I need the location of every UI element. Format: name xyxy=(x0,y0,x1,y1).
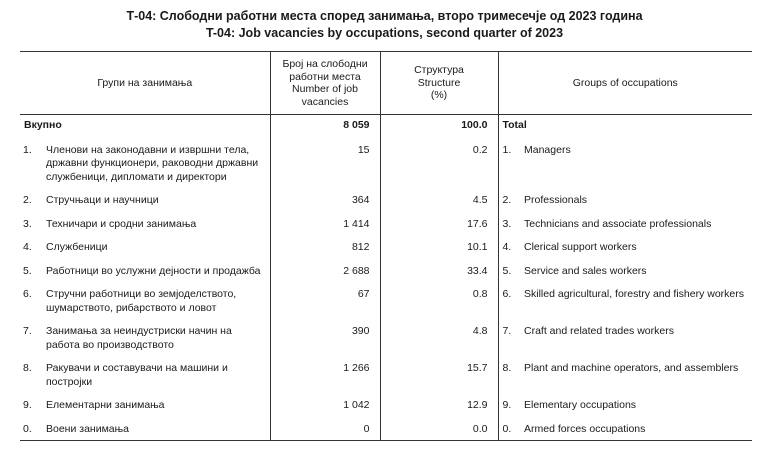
row-code-en: 6. xyxy=(502,288,512,300)
row-code: 6. xyxy=(23,288,32,300)
row-structure: 0.2 xyxy=(380,143,499,194)
row-code-en: 4. xyxy=(502,241,512,253)
row-code-en: 0. xyxy=(498,422,520,441)
row-code: 0. xyxy=(20,422,42,441)
header-structure-line: (%) xyxy=(430,89,448,102)
row-label-mk: Работници во услужни дејности и продажба xyxy=(46,264,261,277)
row-code-en: 1. xyxy=(502,143,512,156)
row-code-en: 8. xyxy=(502,362,512,374)
row-label-mk: Воени занимања xyxy=(42,422,270,441)
row-code-en: 7. xyxy=(502,325,512,337)
row-structure: 33.4 xyxy=(380,264,499,288)
row-label-en: Managers xyxy=(524,143,571,156)
row-code: 8. xyxy=(23,362,32,374)
table-row: 1. Членови на законодавни и извршни тела,… xyxy=(20,143,752,194)
row-number: 0 xyxy=(269,422,381,441)
row-label-en: Craft and related trades workers xyxy=(524,325,674,337)
row-code: 4. xyxy=(23,241,32,253)
table-row: 6. Стручни работници во земјоделството, ш… xyxy=(20,288,752,325)
row-code-en: 9. xyxy=(502,399,512,411)
row-code-en: 3. xyxy=(502,217,512,230)
table-header-row: Групи на занимања Број на слободни работ… xyxy=(20,51,752,115)
header-number-line: vacancies xyxy=(301,95,349,108)
row-label-en: Clerical support workers xyxy=(524,241,637,253)
row-code: 2. xyxy=(23,194,32,206)
title-block: Т-04: Слободни работни места според зани… xyxy=(0,8,769,42)
table-row: 0. Воени занимања 0 0.0 0. Armed forces occup… xyxy=(20,422,752,441)
row-label-en: Elementary occupations xyxy=(524,399,637,411)
row-number: 2 688 xyxy=(269,264,381,288)
table-body: Вкупно 8 059 100.0 Total 1. Членови на за… xyxy=(20,114,752,441)
row-label-en: Professionals xyxy=(524,194,588,206)
row-label-en: Service and sales workers xyxy=(524,264,647,277)
row-structure: 10.1 xyxy=(380,241,499,265)
row-label-en: Technicians and associate professionals xyxy=(524,217,712,230)
vacancies-table: Групи на занимања Број на слободни работ… xyxy=(20,51,752,441)
row-number: 812 xyxy=(269,241,381,265)
row-number: 390 xyxy=(269,325,381,362)
row-label-en: Skilled agricultural, forestry and fishe… xyxy=(524,288,744,300)
row-number: 364 xyxy=(269,194,381,218)
header-structure: Структура Structure (%) xyxy=(379,51,499,115)
total-number: 8 059 xyxy=(269,114,381,144)
row-code: 3. xyxy=(23,217,32,230)
row-number: 1 414 xyxy=(269,217,381,241)
row-structure: 0.0 xyxy=(380,422,499,441)
row-label-mk: Службеници xyxy=(46,241,108,253)
header-structure-line: Структура xyxy=(414,64,464,77)
table-row: 2. Стручњаци и научници 364 4.5 2. Profession… xyxy=(20,194,752,218)
row-number: 67 xyxy=(269,288,381,325)
header-groups-en: Groups of occupations xyxy=(498,51,752,115)
total-row: Вкупно 8 059 100.0 Total xyxy=(20,114,752,144)
table-row: 9. Елементарни занимања 1 042 12.9 9. Element… xyxy=(20,399,752,423)
header-number-line: работни места xyxy=(289,70,361,83)
table-row: 3. Техничари и сродни занимања 1 414 17.6 3.… xyxy=(20,217,752,241)
table-row: 4. Службеници 812 10.1 4. Clerical support wo… xyxy=(20,241,752,265)
title-macedonian: Т-04: Слободни работни места според зани… xyxy=(126,9,643,23)
row-structure: 4.5 xyxy=(380,194,499,218)
row-label-mk: Занимања за неиндустриски начин на работ… xyxy=(46,325,232,351)
row-label-mk: Стручни работници во земјоделството, шум… xyxy=(46,288,237,314)
table-row: 7. Занимања за неиндустриски начин на раб… xyxy=(20,325,752,362)
row-code: 5. xyxy=(23,264,32,277)
row-code-en: 2. xyxy=(502,194,512,206)
row-label-mk: Членови на законодавни и извршни тела, д… xyxy=(46,143,259,183)
row-label-en: Plant and machine operators, and assembl… xyxy=(524,362,739,374)
table-row: 5. Работници во услужни дејности и продаж… xyxy=(20,264,752,288)
row-label-mk: Ракувачи и составувачи на машини и постр… xyxy=(46,362,228,388)
row-label-mk: Техничари и сродни занимања xyxy=(46,217,197,230)
vacancies-table-container: Групи на занимања Број на слободни работ… xyxy=(20,51,752,441)
row-number: 1 266 xyxy=(269,362,381,399)
row-structure: 15.7 xyxy=(380,362,499,399)
row-structure: 17.6 xyxy=(380,217,499,241)
total-structure: 100.0 xyxy=(380,114,499,144)
row-number: 15 xyxy=(269,143,381,194)
header-number-line: Number of job xyxy=(292,83,358,95)
header-number: Број на слободни работни места Number of… xyxy=(269,51,380,115)
row-structure: 12.9 xyxy=(380,399,499,423)
title-english: T-04: Job vacancies by occupations, seco… xyxy=(205,26,564,40)
row-label-mk: Елементарни занимања xyxy=(46,399,165,411)
row-code: 1. xyxy=(23,143,32,156)
total-label-en: Total xyxy=(502,119,527,131)
row-code-en: 5. xyxy=(502,264,512,277)
row-label-mk: Стручњаци и научници xyxy=(46,194,159,206)
row-label-en: Armed forces occupations xyxy=(520,422,752,441)
table-row: 8. Ракувачи и составувачи на машини и пос… xyxy=(20,362,752,399)
row-structure: 0.8 xyxy=(380,288,499,325)
row-structure: 4.8 xyxy=(380,325,499,362)
header-groups-mk: Групи на занимања xyxy=(20,51,270,115)
row-number: 1 042 xyxy=(269,399,381,423)
header-number-line: Број на слободни xyxy=(282,58,368,70)
total-label-mk: Вкупно xyxy=(24,119,62,131)
row-code: 7. xyxy=(23,325,32,337)
row-code: 9. xyxy=(23,399,32,411)
header-structure-line: Structure xyxy=(417,76,461,89)
